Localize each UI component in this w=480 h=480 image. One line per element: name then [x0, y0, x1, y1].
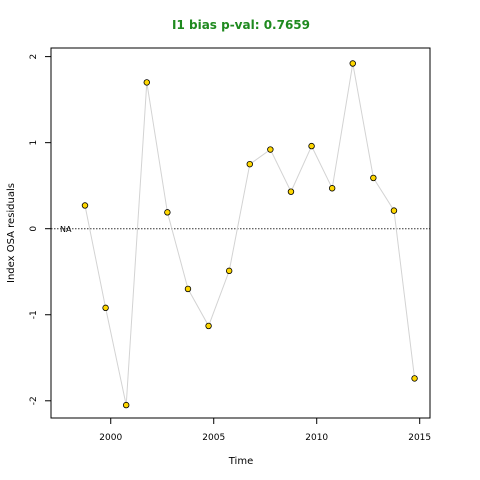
- x-tick-label: 2010: [305, 433, 328, 443]
- data-point: [411, 375, 418, 382]
- reference-line-annotation: NA: [60, 225, 72, 234]
- y-tick-label: -1: [29, 310, 39, 319]
- data-point: [81, 202, 89, 209]
- x-tick-label: 2000: [99, 433, 122, 443]
- x-axis-label: Time: [228, 456, 253, 467]
- y-axis-label: Index OSA residuals: [6, 183, 17, 283]
- y-tick-label: 2: [29, 54, 39, 60]
- data-point: [308, 142, 315, 150]
- data-point: [370, 174, 377, 182]
- data-point: [184, 285, 192, 293]
- y-tick-label: -2: [29, 396, 39, 405]
- x-tick-label: 2005: [202, 433, 225, 443]
- data-point: [143, 79, 150, 86]
- data-point: [164, 209, 171, 216]
- data-point: [390, 207, 398, 214]
- data-point: [102, 304, 109, 312]
- data-point: [246, 160, 253, 168]
- data-point: [287, 188, 295, 195]
- data-point: [267, 146, 274, 153]
- plot-area: NA: [51, 60, 430, 409]
- data-point: [122, 401, 130, 409]
- data-point: [328, 185, 336, 192]
- y-tick-label: 0: [29, 226, 39, 232]
- y-tick-label: 1: [29, 140, 39, 146]
- x-tick-label: 2015: [408, 433, 431, 443]
- data-point: [349, 60, 356, 67]
- data-point: [205, 322, 212, 330]
- chart-title: I1 bias p-val: 0.7659: [172, 18, 310, 32]
- data-point: [225, 267, 233, 275]
